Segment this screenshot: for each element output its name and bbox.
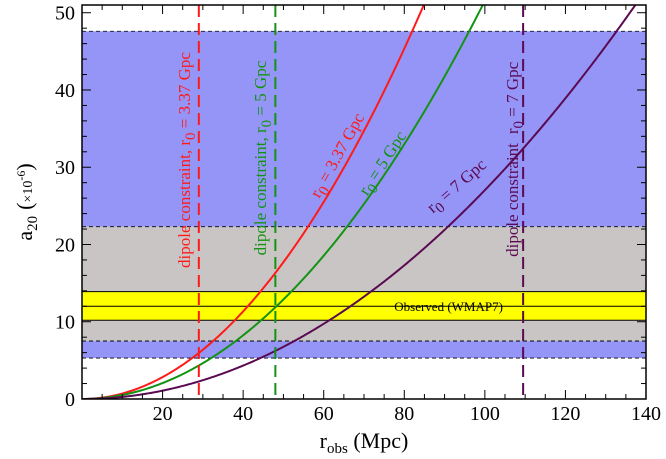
x-tick-label: 60 [314, 403, 334, 425]
y-tick-label: 20 [55, 234, 75, 256]
x-tick-label: 20 [153, 403, 173, 425]
band-lower-blue [82, 341, 646, 359]
dipole-label-5: dipole constraint, r0 = 5 Gpc [251, 60, 275, 255]
bands-layer [82, 30, 646, 359]
x-tick-label: 140 [631, 403, 661, 425]
dipole-label-7-r0: r0 = 7 Gpc [503, 61, 527, 134]
x-axis-title: robs (Mpc) [320, 428, 409, 457]
y-tick-label: 30 [55, 157, 75, 179]
curves-layer [82, 5, 637, 399]
x-tick-label: 40 [233, 403, 253, 425]
dipole-label-3-37: dipole constraint, r0 = 3.37 Gpc [175, 52, 199, 268]
x-tick-label: 100 [470, 403, 500, 425]
ticks-layer: 20 40 60 80 100 120 140 0 10 20 30 40 50 [55, 3, 661, 425]
y-tick-label: 50 [55, 3, 75, 25]
observed-wmap7-label: Observed (WMAP7) [394, 299, 503, 314]
dipole-lines-layer [197, 5, 525, 399]
x-tick-label: 80 [394, 403, 414, 425]
series-line-0 [82, 5, 425, 399]
series-line-1 [82, 5, 484, 399]
series-line-2 [82, 5, 637, 399]
x-tick-label: 120 [550, 403, 580, 425]
y-axis-title: a20(×10-6) [12, 163, 41, 240]
y-tick-label: 10 [55, 312, 75, 334]
dipole-label-7: dipole constraint [503, 143, 522, 257]
band-gray [82, 226, 646, 342]
y-tick-label: 40 [55, 80, 75, 102]
y-tick-label: 0 [65, 389, 75, 411]
